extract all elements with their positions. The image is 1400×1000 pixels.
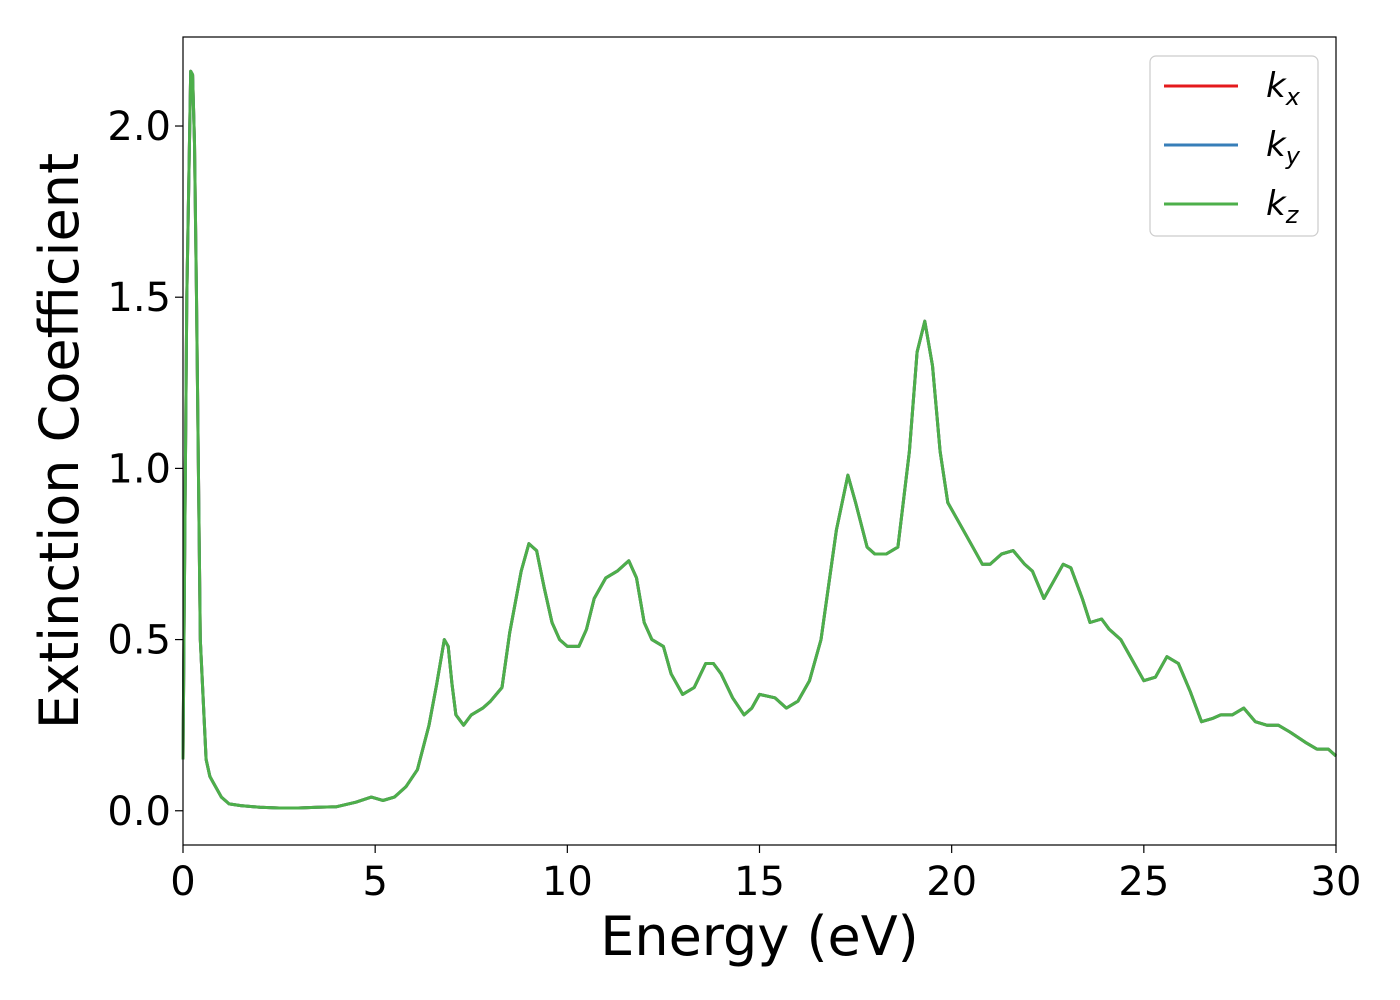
- y-axis: 0.0 0.5 1.0 1.5 2.0: [107, 104, 183, 835]
- y-axis-title: Extinction Coefficient: [28, 153, 91, 729]
- x-axis-title: Energy (eV): [600, 905, 919, 968]
- legend: kx ky kz: [1149, 55, 1319, 237]
- series-layer: [181, 69, 1338, 810]
- series-line-z: [181, 69, 1338, 810]
- x-tick-label: 30: [1311, 859, 1362, 905]
- x-tick-label: 0: [170, 859, 195, 905]
- x-tick-label: 10: [542, 859, 593, 905]
- y-tick-label: 0.5: [107, 618, 171, 664]
- x-tick-label: 20: [926, 859, 977, 905]
- y-tick-label: 0.0: [107, 789, 171, 835]
- legend-label-x: kx: [1266, 66, 1301, 111]
- x-tick-label: 15: [734, 859, 785, 905]
- legend-label-z: kz: [1266, 184, 1300, 229]
- y-tick-label: 1.5: [107, 275, 171, 321]
- y-tick-label: 2.0: [107, 104, 171, 150]
- x-tick-label: 25: [1118, 859, 1169, 905]
- legend-label-y: ky: [1266, 125, 1301, 170]
- y-tick-label: 1.0: [107, 446, 171, 492]
- x-tick-label: 5: [362, 859, 387, 905]
- x-axis: 0 5 10 15 20 25 30: [170, 845, 1361, 905]
